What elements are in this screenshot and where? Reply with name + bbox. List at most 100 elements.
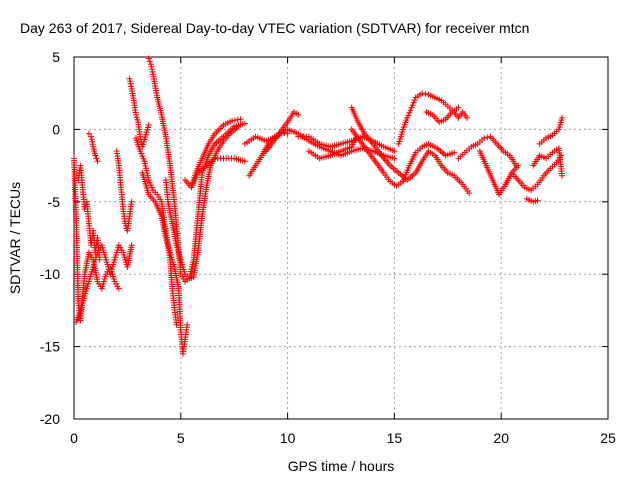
data-point (145, 122, 152, 129)
x-axis-label: GPS time / hours (288, 458, 395, 474)
data-point (391, 148, 398, 155)
data-point (147, 61, 154, 68)
data-point (128, 242, 135, 249)
data-point (146, 179, 153, 186)
data-point (96, 256, 103, 263)
data-point (237, 116, 244, 123)
y-tick-label: -15 (40, 339, 60, 355)
data-point (422, 90, 429, 97)
data-point (410, 99, 417, 106)
y-tick-label: -20 (40, 411, 60, 427)
data-point (88, 136, 95, 143)
series-arc-x (508, 152, 565, 194)
data-point (148, 63, 155, 70)
data-point (127, 78, 134, 85)
series-arc-d (85, 130, 101, 165)
data-point (140, 155, 147, 162)
data-point (451, 149, 458, 156)
series-arc-c (75, 162, 103, 263)
data-point (408, 104, 415, 111)
series-arc-i (139, 169, 191, 357)
x-tick-label: 20 (493, 430, 509, 446)
series-arc-z (536, 114, 566, 147)
data-point (128, 83, 135, 90)
data-point (126, 75, 133, 82)
data-point (139, 153, 146, 160)
data-point (404, 114, 411, 121)
data-point (128, 198, 135, 205)
data-point (89, 141, 96, 148)
data-point (92, 152, 99, 159)
data-point (147, 182, 154, 189)
data-point (148, 184, 155, 191)
x-axis: 0 5 10 15 20 25 (70, 57, 616, 446)
series-arc-f (126, 75, 152, 150)
series-arc-v (455, 133, 520, 169)
data-point (559, 172, 566, 179)
x-tick-label: 5 (177, 430, 185, 446)
data-point (484, 134, 491, 141)
y-axis: -20 -15 -10 -5 0 5 (40, 49, 608, 427)
data-point (419, 90, 426, 97)
data-point (235, 123, 242, 130)
x-tick-label: 0 (70, 430, 78, 446)
data-point (407, 107, 414, 114)
series-arc-t (395, 90, 471, 147)
data-point (184, 321, 191, 328)
data-point (94, 158, 101, 165)
y-tick-label: 0 (52, 121, 60, 137)
data-point (515, 162, 522, 169)
y-axis-label: SDTVAR / TECUs (7, 182, 23, 294)
series-arc-l (182, 155, 248, 191)
x-tick-label: 10 (280, 430, 296, 446)
series-arc-w (476, 148, 522, 198)
data-point (148, 66, 155, 73)
series-arc-e (113, 148, 135, 234)
x-tick-label: 25 (600, 430, 616, 446)
data-point (115, 285, 122, 292)
y-tick-label: -5 (48, 194, 61, 210)
series-arc-n (241, 109, 302, 147)
data-point (466, 190, 473, 197)
data-point (241, 158, 248, 165)
series-arc-u (423, 104, 462, 126)
data-point (534, 197, 541, 204)
data-point (295, 111, 302, 118)
data-point (88, 133, 95, 140)
data-point (89, 138, 96, 145)
chart-title: Day 263 of 2017, Sidereal Day-to-day VTE… (20, 20, 529, 36)
series-arc-j (162, 123, 242, 282)
data-point (455, 104, 462, 111)
series-arc-g (132, 135, 180, 328)
series-arc-q (305, 135, 359, 162)
data-point (409, 102, 416, 109)
series-arc-z2 (530, 145, 566, 179)
plot-frame (73, 56, 609, 420)
data-point (464, 114, 471, 121)
data-point (145, 55, 152, 62)
data-point (481, 135, 488, 142)
x-tick-label: 15 (387, 430, 403, 446)
data-point (146, 58, 153, 65)
y-tick-label: -10 (40, 266, 60, 282)
data-point (411, 97, 418, 104)
y-tick-label: 5 (52, 49, 60, 65)
data-point (241, 120, 248, 127)
data-point (127, 80, 134, 87)
grid-lines (74, 57, 608, 419)
data-point (138, 150, 145, 157)
data-point (137, 148, 144, 155)
data-point (406, 109, 413, 116)
data-point (559, 114, 566, 121)
data-point (405, 112, 412, 119)
data-point (149, 68, 156, 75)
series-arc-p (295, 133, 398, 155)
series-arc-y (523, 195, 541, 205)
series-arc-r (348, 104, 473, 197)
data-points (71, 55, 566, 357)
data-point (93, 155, 100, 162)
data-point (391, 155, 398, 162)
series-arc-s (348, 126, 458, 189)
data-point (145, 177, 152, 184)
